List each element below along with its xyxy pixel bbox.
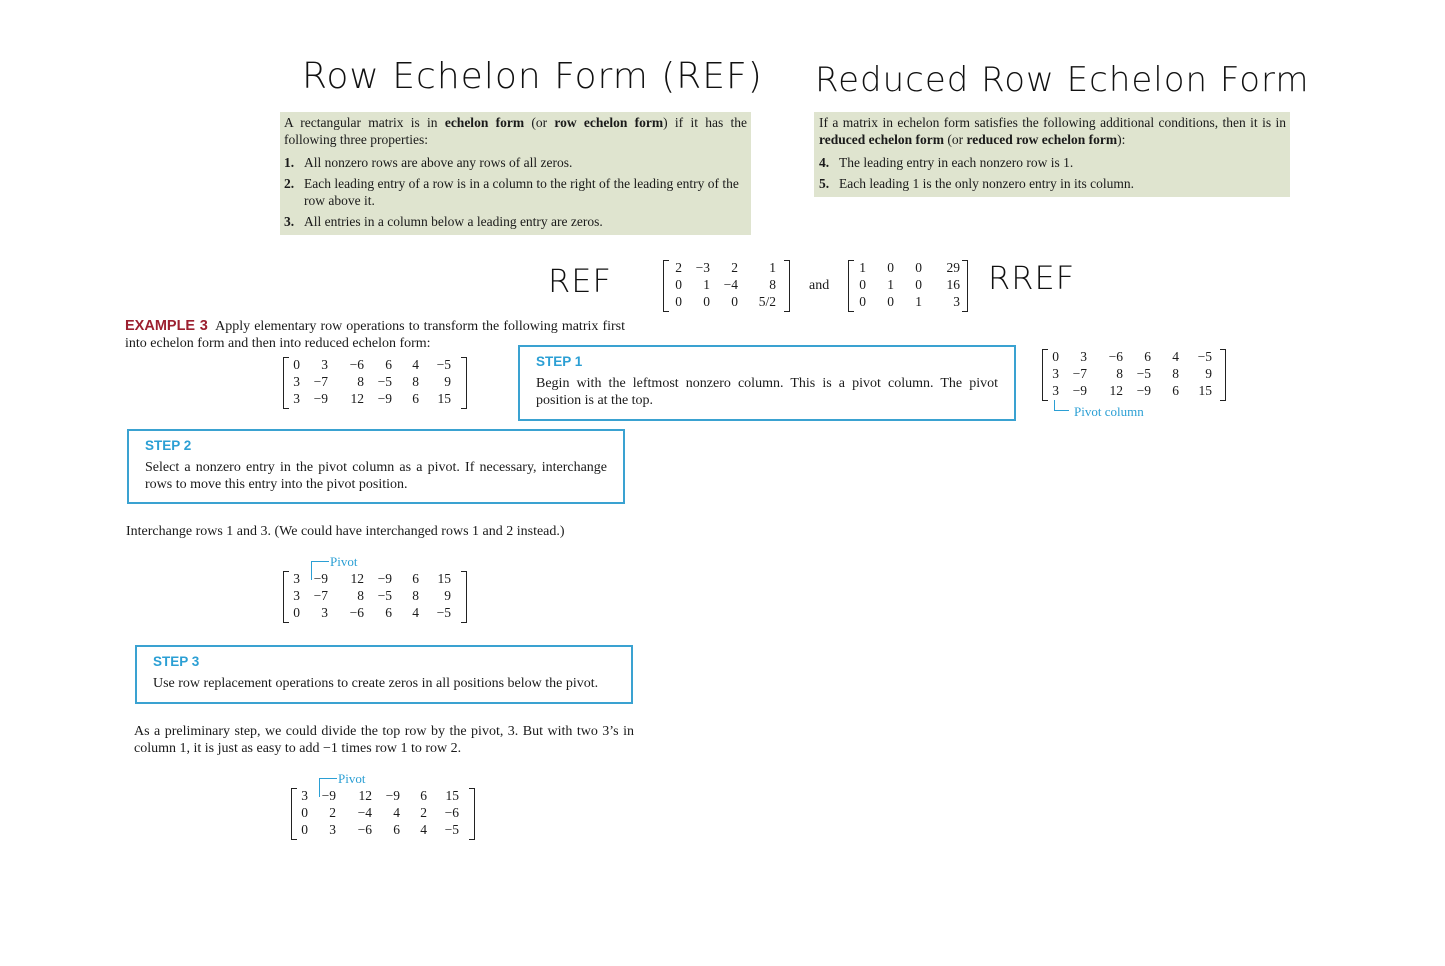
step-2-box: STEP 2 Select a nonzero entry in the piv…: [127, 429, 625, 504]
rref-matrix-right-bracket: [962, 260, 968, 312]
step-3-text: Use row replacement operations to create…: [153, 676, 599, 691]
term-echelon-form: echelon form: [444, 115, 525, 130]
rref-property-4: 4. The leading entry in each nonzero row…: [819, 155, 1074, 170]
step-2-heading: STEP 2: [145, 438, 192, 453]
step-2-text: Select a nonzero entry in the pivot colu…: [145, 460, 607, 492]
rref-label: RREF: [988, 259, 1076, 297]
ref-definition-box: A rectangular matrix is in echelon form …: [280, 112, 751, 235]
step-3-heading: STEP 3: [153, 654, 200, 669]
pivot-label-swap: Pivot: [330, 554, 358, 569]
example-label: EXAMPLE 3: [125, 318, 208, 334]
step-1-heading: STEP 1: [536, 354, 583, 369]
term-reduced-echelon-form: reduced echelon form: [819, 132, 944, 147]
ref-matrix-left-bracket: [663, 260, 669, 312]
pivot-column-pointer: [1054, 400, 1069, 411]
rref-definition-box: If a matrix in echelon form satisfies th…: [814, 112, 1290, 197]
replaced-matrix: 3 −9 12 −9 6 15 0 2 −4 4 2 −6 0 3 −6 6 4 −5: [301, 788, 459, 837]
ref-property-2: 2. Each leading entry of a row is in a c…: [284, 176, 739, 208]
swap-matrix-right-bracket: [461, 571, 467, 623]
replace-matrix-left-bracket: [291, 788, 297, 840]
rref-title: Reduced Row Echelon Form: [815, 60, 1310, 100]
ref-property-3: 3. All entries in a column below a leadi…: [284, 214, 603, 229]
ref-matrix-right-bracket: [784, 260, 790, 312]
step-1-text: Begin with the leftmost nonzero column. …: [536, 376, 998, 408]
example-matrix-right-bracket: [461, 357, 467, 409]
swapped-matrix: 3 −9 12 −9 6 15 3 −7 8 −5 8 9 0 3 −6 6 4 −5: [293, 571, 451, 620]
swap-matrix-left-bracket: [283, 571, 289, 623]
pivot-label-replace: Pivot: [338, 771, 366, 786]
pivot-pointer-swap: [311, 561, 329, 580]
example-3-statement: EXAMPLE 3 Apply elementary row operation…: [125, 318, 625, 351]
ref-label: REF: [548, 262, 612, 300]
ref-example-matrix: 2 −3 2 1 0 1 −4 8 0 0 0 5/2: [675, 260, 776, 309]
ref-property-1: 1. All nonzero rows are above any rows o…: [284, 155, 573, 170]
ref-title: Row Echelon Form (REF): [302, 56, 763, 97]
and-label: and: [809, 278, 830, 293]
rref-property-5: 5. Each leading 1 is the only nonzero en…: [819, 176, 1135, 191]
pivot-column-label: Pivot column: [1074, 404, 1144, 419]
step-1-matrix: 0 3 −6 6 4 −5 3 −7 8 −5 8 9 3 −9 12 −9 6 15: [1052, 349, 1212, 398]
example-matrix-left-bracket: [283, 357, 289, 409]
ref-definition-intro: A rectangular matrix is in echelon form …: [284, 115, 747, 147]
example-matrix: 0 3 −6 6 4 −5 3 −7 8 −5 8 9 3 −9 12 −9 6 15: [293, 357, 451, 406]
term-row-echelon-form: row echelon form: [554, 115, 664, 130]
rref-definition-intro: If a matrix in echelon form satisfies th…: [819, 115, 1286, 147]
step1-matrix-right-bracket: [1220, 349, 1226, 401]
step1-matrix-left-bracket: [1042, 349, 1048, 401]
step-1-box: STEP 1 Begin with the leftmost nonzero c…: [518, 345, 1016, 421]
rref-matrix-left-bracket: [848, 260, 854, 312]
term-reduced-row-echelon-form: reduced row echelon form: [966, 132, 1118, 147]
preliminary-step-text: As a preliminary step, we could divide t…: [134, 724, 634, 756]
interchange-text: Interchange rows 1 and 3. (We could have…: [126, 524, 565, 539]
replace-matrix-right-bracket: [469, 788, 475, 840]
step-3-box: STEP 3 Use row replacement operations to…: [135, 645, 633, 704]
pivot-pointer-replace: [319, 778, 337, 797]
